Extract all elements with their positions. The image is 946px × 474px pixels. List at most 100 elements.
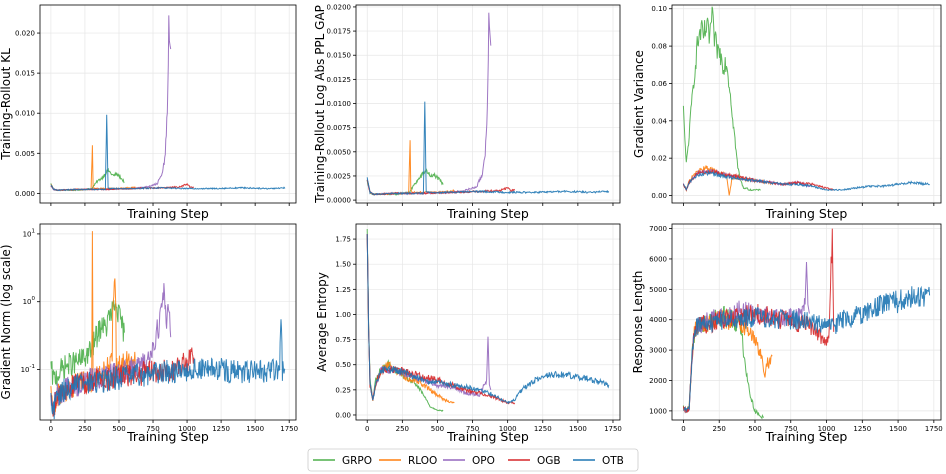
x-axis-label: Training Step — [446, 206, 529, 221]
y-tick-label: 0.010 — [15, 110, 35, 118]
y-tick-label: 4000 — [649, 316, 667, 324]
subplot-2: 0.0000 0.0025 0.0050 0.0075 0.0100 0.0125 0.01… — [313, 3, 621, 221]
plot-frame — [39, 4, 297, 204]
series-line-grpo — [50, 300, 125, 386]
y-tick-label: 0.0050 — [327, 148, 352, 156]
series-line-grpo — [366, 167, 444, 196]
y-tick-label: 0.75 — [335, 336, 351, 344]
x-tick-label: 750 — [146, 425, 159, 433]
x-tick-label: 1250 — [212, 425, 230, 433]
subplot-5: 0.00 0.25 0.50 0.75 1.00 1.25 1.50 1.75 0 250 500 7… — [315, 223, 622, 444]
y-tick-label: 101 — [23, 228, 35, 238]
y-axis-label: Average Entropy — [315, 272, 329, 372]
y-tick-label: 0.0100 — [327, 100, 352, 108]
y-tick-label: 3000 — [649, 347, 667, 355]
x-tick-label: 1250 — [853, 425, 871, 433]
y-tick-label: 0.0150 — [327, 52, 352, 60]
y-tick-label: 0.08 — [651, 43, 667, 51]
y-tick-label-exponent: 1 — [32, 228, 36, 234]
x-tick-label: 250 — [78, 425, 91, 433]
y-tick-label: 0.015 — [15, 70, 35, 78]
series-line-otb — [50, 319, 286, 420]
series-line-rloo — [366, 140, 455, 196]
y-tick-label: 0.000 — [15, 190, 35, 198]
legend-label-ogb: OGB — [537, 455, 561, 467]
series-line-rloo — [50, 145, 136, 192]
y-tick-label: 0.00 — [651, 192, 667, 200]
x-axis-label: Training Step — [446, 429, 529, 444]
x-axis-label: Training Step — [765, 206, 848, 221]
x-tick-label: 0 — [49, 425, 53, 433]
y-tick-label: 0.0075 — [327, 124, 352, 132]
legend-label-opo: OPO — [472, 455, 495, 467]
y-tick-label: 0.0000 — [327, 197, 352, 205]
x-tick-label: 1750 — [604, 425, 622, 433]
legend: GRPO RLOO OPO OGB OTB — [307, 448, 639, 472]
y-tick-label: 0.25 — [335, 386, 351, 394]
y-tick-label-base: 10 — [23, 298, 32, 306]
subplot-6: 1000 2000 3000 4000 5000 6000 7000 0 250 500 750 10… — [631, 223, 943, 444]
series-line-otb — [683, 285, 931, 413]
x-tick-label: 500 — [748, 425, 761, 433]
y-tick-label: 10-1 — [21, 364, 35, 374]
series-line-grpo — [682, 6, 761, 192]
y-tick-label: 100 — [23, 296, 36, 306]
series-line-ogb — [50, 182, 195, 191]
plot-frame — [671, 223, 942, 421]
x-axis-label: Training Step — [126, 206, 209, 221]
y-tick-label-exponent: -1 — [30, 364, 35, 370]
y-tick-label: 0.0025 — [327, 172, 352, 180]
subplot-3: 0.00 0.02 0.04 0.06 0.08 0.10 Training Step Gra… — [632, 4, 942, 221]
subplot-1: 0.000 0.005 0.010 0.015 0.020 Training Step Tr… — [0, 4, 297, 221]
y-tick-label: 0.005 — [15, 150, 35, 158]
x-tick-label: 1250 — [534, 425, 552, 433]
y-tick-label: 7000 — [649, 225, 667, 233]
legend-label-grpo: GRPO — [342, 455, 372, 467]
y-tick-label: 0.0175 — [327, 28, 352, 36]
x-axis-label: Training Step — [765, 429, 848, 444]
y-tick-label-base: 10 — [23, 230, 32, 238]
plot-frame — [671, 4, 942, 204]
x-tick-label: 1500 — [889, 425, 907, 433]
y-tick-label: 0.020 — [15, 30, 35, 38]
x-tick-label: 1500 — [246, 425, 264, 433]
plot-frame — [355, 223, 621, 421]
series-line-otb — [683, 169, 930, 192]
y-tick-label: 1.75 — [335, 236, 351, 244]
x-axis-label: Training Step — [126, 429, 209, 444]
x-tick-label: 1500 — [569, 425, 587, 433]
y-tick-label: 5000 — [649, 286, 667, 294]
y-axis-label: Gradient Norm (log scale) — [0, 245, 13, 400]
x-tick-label: 1750 — [925, 425, 943, 433]
y-tick-label: 0.00 — [335, 411, 351, 419]
series-line-otb — [50, 114, 286, 192]
y-axis-label: Gradient Variance — [632, 50, 646, 158]
y-tick-label-base: 10 — [21, 366, 30, 374]
y-tick-label: 0.50 — [335, 361, 351, 369]
series-line-grpo — [50, 168, 125, 192]
y-tick-label: 0.06 — [651, 80, 667, 88]
y-tick-label: 0.0125 — [327, 76, 352, 84]
y-tick-label: 1.25 — [335, 286, 351, 294]
legend-box — [307, 448, 639, 472]
plot-frame — [39, 223, 297, 421]
x-tick-label: 0 — [365, 425, 369, 433]
x-tick-label: 750 — [466, 425, 479, 433]
x-tick-label: 250 — [713, 425, 726, 433]
y-axis-label: Training-Rollout Log Abs PPL GAP — [313, 5, 327, 204]
legend-label-otb: OTB — [602, 455, 624, 467]
series-line-otb — [366, 234, 610, 404]
y-tick-label: 0.10 — [651, 5, 667, 13]
y-axis-label: Training-Rollout KL — [0, 48, 13, 161]
x-tick-label: 1750 — [280, 425, 298, 433]
x-tick-label: 500 — [431, 425, 444, 433]
x-tick-label: 750 — [784, 425, 797, 433]
y-tick-label-exponent: 0 — [32, 296, 36, 302]
y-tick-label: 0.0200 — [327, 3, 352, 11]
y-tick-label: 0.04 — [651, 117, 667, 125]
x-tick-label: 0 — [681, 425, 685, 433]
series-line-otb — [366, 101, 610, 196]
x-tick-label: 250 — [396, 425, 409, 433]
